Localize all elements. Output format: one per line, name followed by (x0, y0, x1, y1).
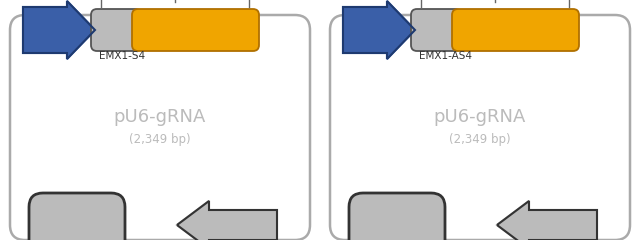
FancyBboxPatch shape (29, 193, 125, 240)
FancyArrow shape (343, 1, 415, 59)
FancyArrow shape (23, 1, 95, 59)
Text: pU6-gRNA: pU6-gRNA (114, 108, 206, 126)
Text: (2,349 bp): (2,349 bp) (449, 133, 511, 146)
Text: EMX1-AS4: EMX1-AS4 (419, 51, 472, 61)
FancyBboxPatch shape (132, 9, 259, 51)
FancyBboxPatch shape (10, 15, 310, 240)
FancyArrow shape (177, 201, 277, 240)
FancyBboxPatch shape (411, 9, 461, 51)
FancyBboxPatch shape (452, 9, 579, 51)
FancyArrow shape (497, 201, 597, 240)
FancyBboxPatch shape (349, 193, 445, 240)
FancyBboxPatch shape (330, 15, 630, 240)
Text: EMX1-S4: EMX1-S4 (99, 51, 145, 61)
FancyBboxPatch shape (91, 9, 141, 51)
Text: pU6-gRNA: pU6-gRNA (434, 108, 526, 126)
Text: (2,349 bp): (2,349 bp) (129, 133, 191, 146)
